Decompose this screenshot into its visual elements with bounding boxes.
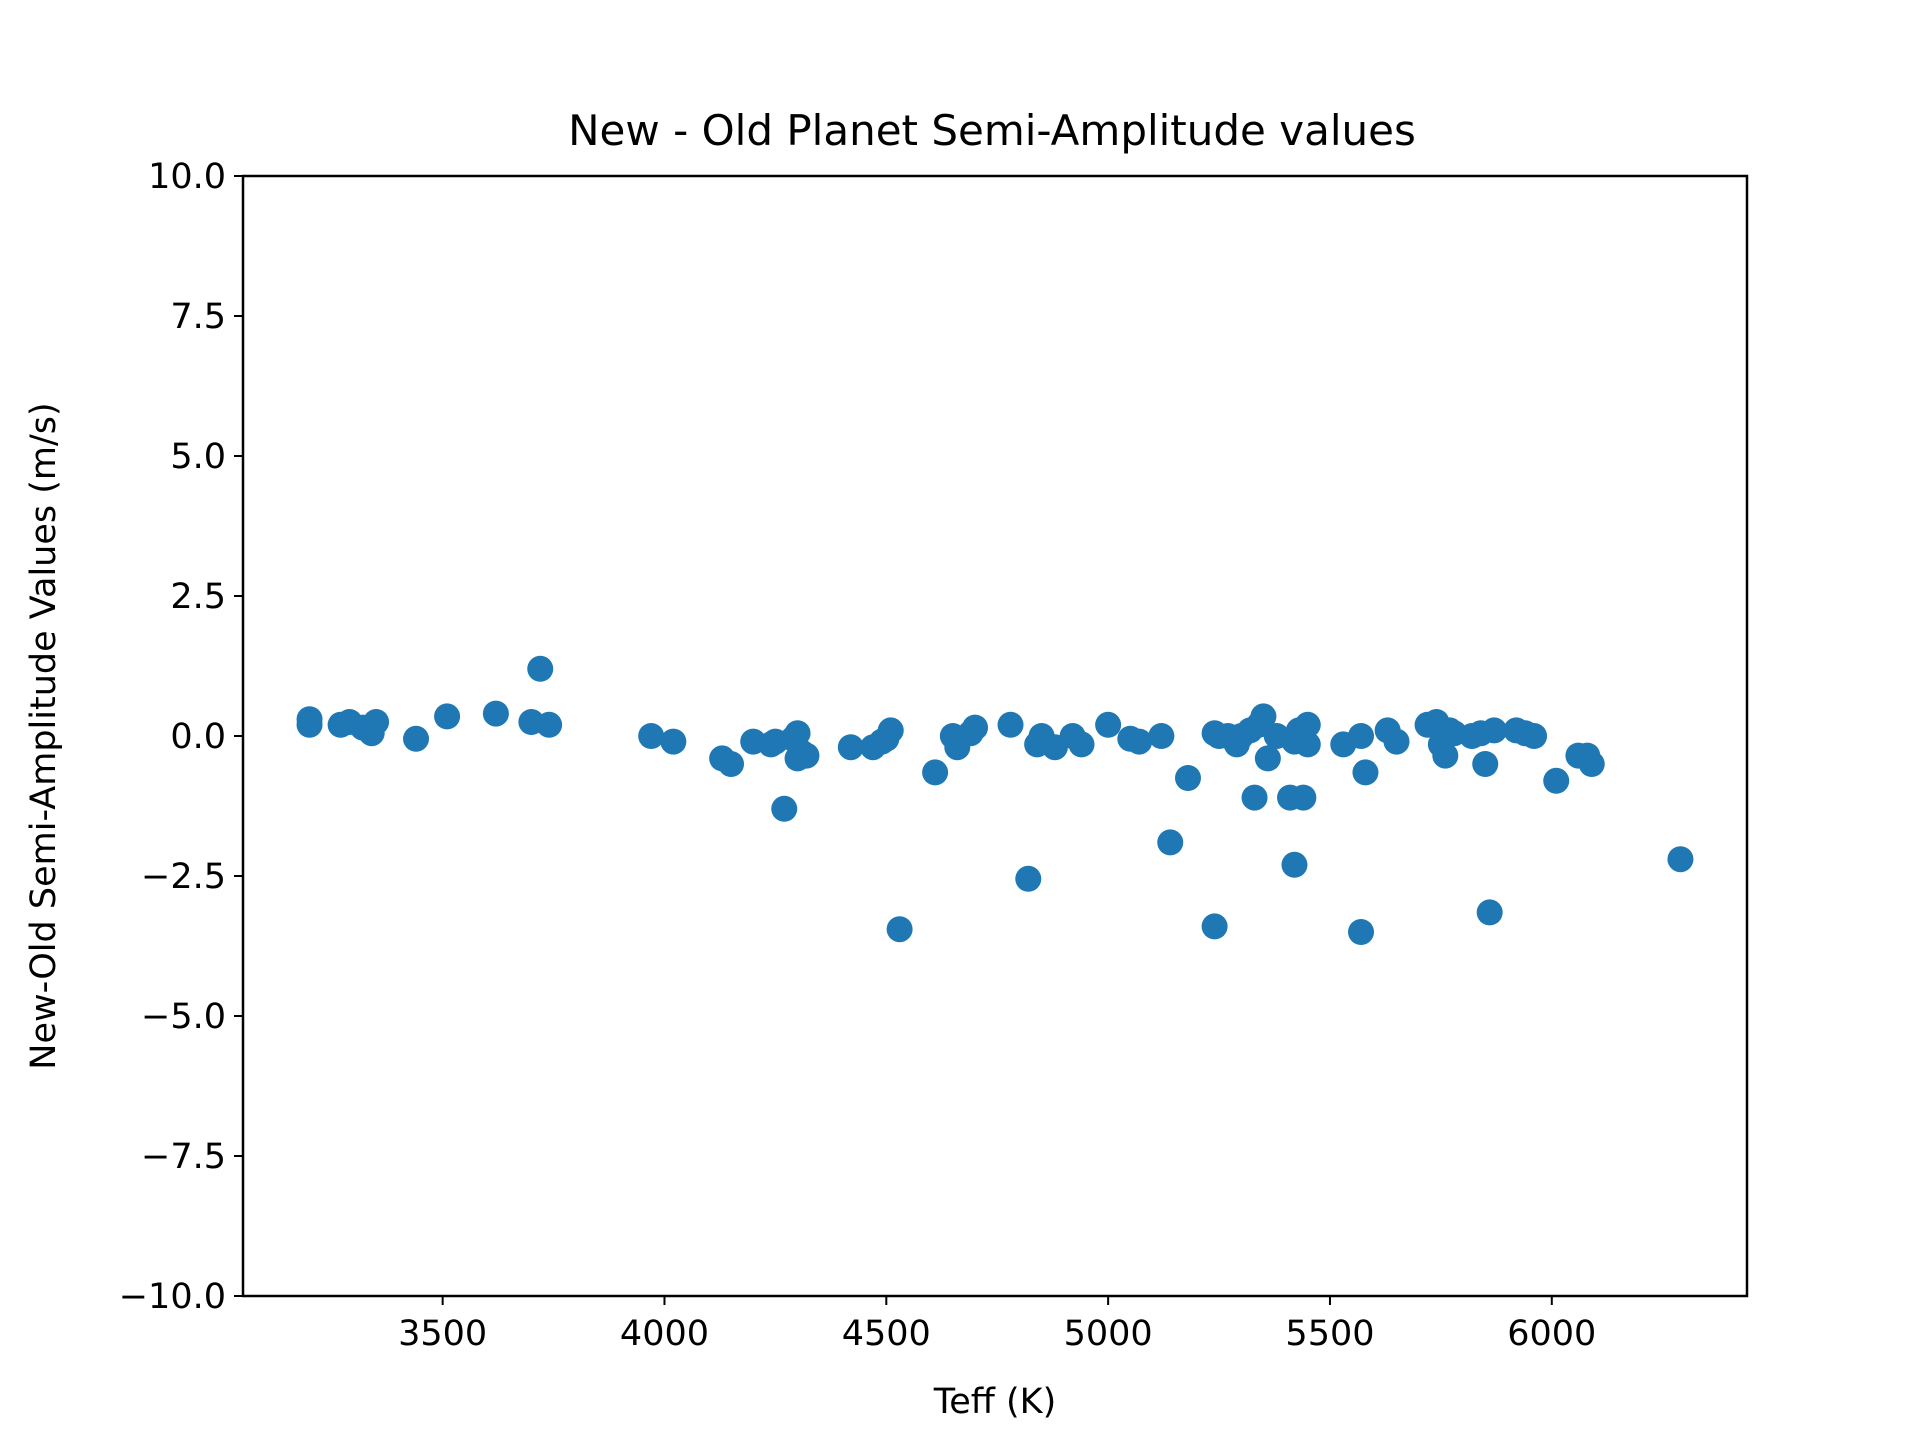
scatter-point (1254, 745, 1281, 772)
scatter-point (1667, 846, 1694, 873)
scatter-point (403, 725, 430, 752)
y-tick-label: −5.0 (141, 997, 226, 1037)
scatter-point (1578, 751, 1605, 777)
scatter-point (1481, 717, 1508, 744)
scatter-point (527, 655, 554, 682)
y-tick-label: 5.0 (170, 437, 226, 477)
scatter-point (482, 700, 509, 727)
x-tick-label: 3500 (398, 1314, 487, 1354)
scatter-point (536, 711, 563, 738)
scatter-point (718, 751, 745, 777)
scatter-point (1095, 711, 1122, 738)
scatter-point (1148, 723, 1175, 749)
scatter-point (1241, 784, 1268, 811)
scatter-point (1472, 751, 1499, 777)
y-tick-label: 2.5 (170, 577, 226, 617)
scatter-point (877, 717, 904, 744)
scatter-point (363, 709, 390, 735)
scatter-point (793, 742, 820, 769)
scatter-point (1352, 759, 1379, 786)
scatter-point (660, 728, 687, 755)
x-axis-label: Teff (K) (933, 1382, 1056, 1422)
scatter-point (1068, 731, 1095, 758)
scatter-point (997, 711, 1024, 738)
scatter-point (434, 703, 461, 730)
scatter-point (886, 916, 913, 943)
x-tick-label: 5500 (1285, 1314, 1374, 1354)
scatter-point (1348, 919, 1375, 945)
chart-title: New - Old Planet Semi-Amplitude values (568, 106, 1416, 155)
x-tick-label: 4500 (842, 1314, 931, 1354)
scatter-point (1290, 784, 1317, 811)
scatter-point (837, 734, 864, 761)
scatter-point (1126, 728, 1153, 755)
scatter-point (771, 795, 798, 822)
data-points (296, 655, 1694, 945)
scatter-point (638, 723, 665, 749)
y-axis-label: New-Old Semi-Amplitude Values (m/s) (24, 402, 64, 1069)
scatter-point (1476, 899, 1503, 926)
scatter-point (1250, 703, 1277, 730)
scatter-point (784, 720, 811, 747)
y-tick-label: 7.5 (170, 297, 226, 337)
scatter-point (1348, 723, 1375, 749)
scatter-point (1383, 728, 1410, 755)
scatter-point (1521, 723, 1548, 749)
scatter-point (1543, 767, 1570, 794)
scatter-point (1294, 711, 1321, 738)
scatter-point (962, 714, 989, 741)
x-tick-label: 6000 (1507, 1314, 1596, 1354)
y-axis-ticks: −10.0 −7.5 −5.0 −2.5 0.0 2.5 5.0 7.5 10.0 (119, 157, 243, 1317)
scatter-point (922, 759, 949, 786)
y-tick-label: −2.5 (141, 857, 226, 897)
x-tick-label: 4000 (620, 1314, 709, 1354)
scatter-point (296, 711, 323, 738)
y-tick-label: −7.5 (141, 1137, 226, 1177)
scatter-point (1015, 865, 1042, 892)
scatter-point (1157, 829, 1184, 856)
y-tick-label: 0.0 (170, 717, 226, 757)
x-axis-ticks: 3500 4000 4500 5000 5500 6000 (398, 1296, 1596, 1354)
y-tick-label: 10.0 (148, 157, 226, 197)
scatter-point (1294, 731, 1321, 758)
scatter-point (1432, 742, 1459, 769)
scatter-point (1174, 765, 1201, 791)
scatter-point (1201, 913, 1228, 940)
y-tick-label: −10.0 (119, 1277, 226, 1317)
scatter-point (1281, 851, 1308, 878)
x-tick-label: 5000 (1064, 1314, 1153, 1354)
